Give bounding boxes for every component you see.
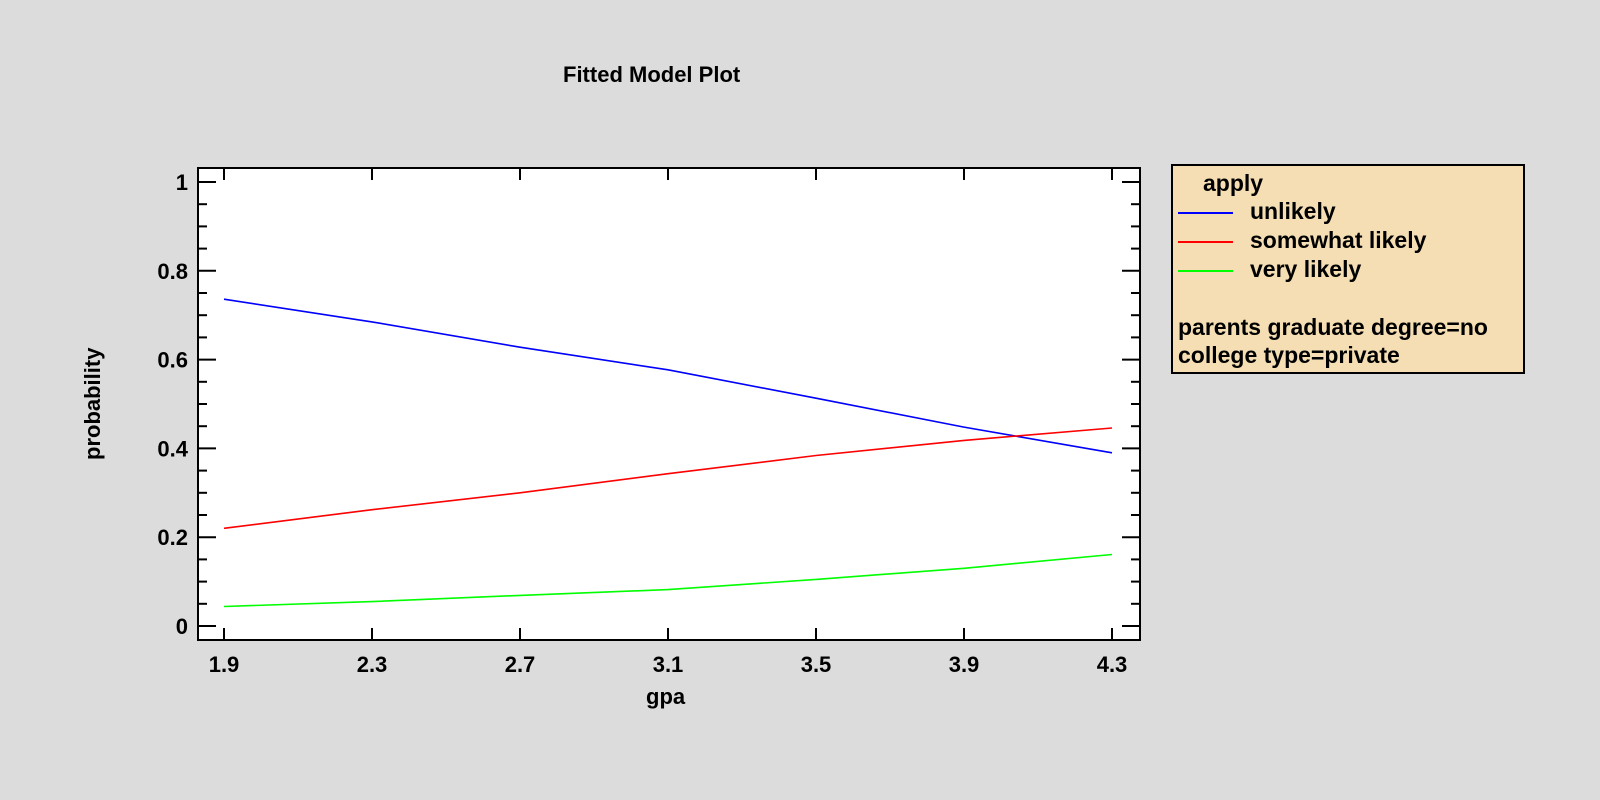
svg-text:0: 0 (176, 614, 188, 639)
series-line-somewhat-likely (223, 427, 1113, 530)
chart-title: Fitted Model Plot (563, 62, 741, 87)
series-line-very-likely (223, 553, 1113, 608)
plot-frame (197, 167, 1141, 641)
legend-title: apply (1203, 170, 1264, 196)
svg-text:3.1: 3.1 (653, 652, 684, 677)
axis-ticks: 0 0.2 0.4 0.6 0.8 1 1.9 2.3 2.7 3.1 3.5 3.9 4.3 (157, 168, 1140, 677)
legend: apply unlikely somewhat likely very like… (1171, 164, 1525, 374)
legend-note-college: college type=private (1178, 342, 1400, 368)
svg-text:0.4: 0.4 (157, 436, 188, 461)
legend-label: somewhat likely (1250, 227, 1427, 253)
series-lines (223, 298, 1113, 608)
svg-text:0.2: 0.2 (157, 525, 188, 550)
legend-note-parents: parents graduate degree=no (1178, 314, 1488, 340)
svg-text:1.9: 1.9 (209, 652, 240, 677)
svg-text:4.3: 4.3 (1097, 652, 1128, 677)
svg-text:2.3: 2.3 (357, 652, 388, 677)
x-axis-label: gpa (646, 684, 686, 709)
legend-label: very likely (1250, 256, 1362, 282)
legend-swatch (1178, 270, 1233, 272)
svg-text:2.7: 2.7 (505, 652, 536, 677)
svg-text:0.6: 0.6 (157, 348, 188, 373)
svg-text:3.9: 3.9 (949, 652, 980, 677)
svg-text:1: 1 (176, 170, 188, 195)
legend-label: unlikely (1250, 198, 1336, 224)
y-axis-label: probability (80, 347, 105, 460)
svg-text:0.8: 0.8 (157, 259, 188, 284)
svg-text:3.5: 3.5 (801, 652, 832, 677)
legend-swatch (1178, 212, 1233, 214)
series-line-unlikely (223, 298, 1113, 454)
legend-swatch (1178, 241, 1233, 243)
